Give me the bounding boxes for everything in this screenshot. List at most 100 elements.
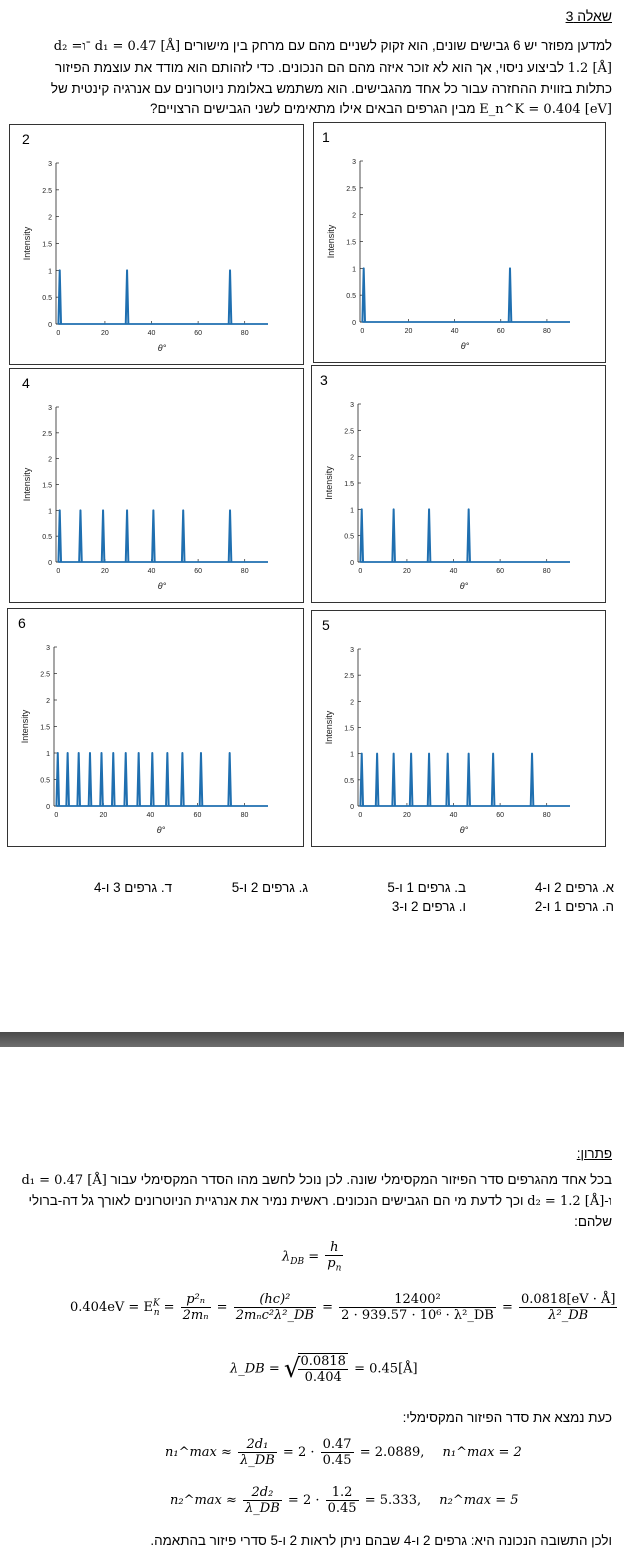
y-tick-label: 2 (350, 699, 354, 706)
option-a[interactable]: א. גרפים 2 ו-4 (534, 880, 614, 895)
eq-rhs: = 2.0889, (359, 1445, 425, 1460)
intensity-peak (227, 269, 233, 325)
x-tick-label: 0 (358, 568, 362, 575)
x-tick-label: 60 (497, 328, 505, 335)
eq-numerator: 2d₂ (243, 1485, 282, 1501)
y-tick-label: 1.5 (40, 725, 50, 732)
y-tick-label: 2 (48, 457, 52, 464)
solution-line-1: בכל אחד מהגרפים סדר הפיזור המקסימלי שונה… (12, 1172, 612, 1188)
eq-lhs: n₁^max ≈ (165, 1445, 232, 1460)
y-tick-label: 0.5 (346, 293, 356, 300)
intensity-peak (57, 269, 63, 325)
x-tick-label: 20 (101, 330, 109, 337)
intensity-peak (391, 508, 396, 563)
intensity-peak (100, 509, 106, 563)
y-axis-label: Intensity (324, 710, 334, 744)
y-tick-label: 2 (48, 215, 52, 222)
y-tick-label: 0.5 (344, 778, 354, 785)
x-tick-label: 40 (148, 330, 156, 337)
intensity-chart-6: 0 0.5 1 1.5 2 2.5 3 0 20 40 60 80 θ° Intensity (20, 645, 268, 835)
question-line-4-text: מבין הגרפים הבאים אילו מתאימים לשני הגבי… (150, 101, 476, 116)
eq-lhs: λ_DB = (230, 1361, 280, 1377)
equation-n2-max: n₂^max ≈ 2d₂ λ_DB = 2 · 1.2 0.45 = 5.333, … (170, 1485, 519, 1516)
y-tick-label: 3 (48, 405, 52, 412)
intensity-peak (55, 752, 61, 807)
y-axis-label: Intensity (326, 224, 336, 258)
x-tick-label: 40 (451, 328, 459, 335)
intensity-peak (361, 267, 366, 323)
question-line-2-text: לביצוע ניסוי, אך הוא לא זוכר איזה מהם הם… (54, 60, 564, 75)
graph-panel-6: 6 0 0.5 1 1.5 2 2.5 3 0 20 40 60 80 θ° Intensity (7, 608, 304, 847)
x-axis-label: θ° (460, 581, 469, 591)
intensity-peak (359, 752, 365, 807)
intensity-peak (466, 752, 471, 807)
graph-number: 3 (320, 372, 328, 388)
y-tick-label: 0.5 (42, 295, 52, 302)
intensity-peak (165, 752, 170, 807)
question-line-4: E_n^K = 0.404 [eV] מבין הגרפים הבאים איל… (12, 101, 612, 117)
eq-numerator: h (325, 1240, 344, 1256)
eq-denominator: 2mₙ (182, 1308, 209, 1323)
graph-panel-5: 5 0 0.5 1 1.5 2 2.5 3 0 20 40 60 80 θ° Intensity (311, 610, 606, 847)
solution-title: פתרון: (576, 1146, 612, 1161)
y-tick-label: 2.5 (344, 673, 354, 680)
intensity-peak (227, 752, 232, 807)
solution-line-3: שלהם: (574, 1214, 612, 1229)
x-tick-label: 0 (56, 330, 60, 337)
x-axis-label: θ° (158, 581, 167, 591)
intensity-peak (151, 509, 156, 563)
eq-mid: = 2 · (287, 1493, 320, 1508)
intensity-peak (57, 509, 63, 563)
intensity-peak (136, 752, 141, 807)
solution-line-2-text: וכך לדעת מי הם הגבישים הנכונים. ראשית נמ… (28, 1193, 524, 1208)
x-tick-label: 80 (543, 568, 551, 575)
eq-denominator: 0.45 (327, 1501, 357, 1516)
y-tick-label: 0 (350, 560, 354, 567)
eq-denominator: 2mₙc²λ²_DB (235, 1308, 314, 1323)
intensity-peak (391, 752, 396, 807)
graph-number: 4 (22, 375, 30, 391)
option-e[interactable]: ה. גרפים 1 ו-2 (534, 899, 614, 914)
question-line-2: 1.2 [Å] לביצוע ניסוי, אך הוא לא זוכר איז… (12, 60, 612, 76)
x-axis-label: θ° (460, 825, 469, 835)
intensity-chart-2: 0 0.5 1 1.5 2 2.5 3 0 20 40 60 80 θ° Intensity (22, 161, 268, 353)
option-b[interactable]: ב. גרפים 1 ו-5 (387, 880, 466, 895)
intensity-peak (123, 752, 129, 807)
eq-result: n₁^max = 2 (442, 1445, 522, 1460)
x-tick-label: 60 (496, 812, 504, 819)
y-tick-label: 3 (350, 402, 354, 409)
x-tick-label: 60 (194, 330, 202, 337)
y-tick-label: 2.5 (42, 431, 52, 438)
intensity-peak (445, 752, 450, 807)
y-axis-label: Intensity (324, 466, 334, 500)
intensity-peak (408, 752, 414, 807)
x-tick-label: 80 (543, 812, 551, 819)
eq-lhs: n₂^max ≈ (170, 1493, 237, 1508)
question-title: שאלה 3 (565, 8, 612, 24)
graph-panel-3: 3 0 0.5 1 1.5 2 2.5 3 0 20 40 60 80 θ° Intensity (311, 365, 606, 603)
eq-subscript: n (335, 1263, 342, 1274)
question-line-1-math: d₂ =־ו d₁ = 0.47 [Å] (53, 39, 181, 54)
eq-subscript: n (153, 1307, 160, 1318)
x-tick-label: 60 (496, 568, 504, 575)
intensity-peak (99, 752, 104, 807)
x-tick-label: 20 (403, 812, 411, 819)
question-line-3: כתלות בזווית ההחזרה עבור כל אחד מהגבישים… (50, 81, 612, 96)
intensity-chart-3: 0 0.5 1 1.5 2 2.5 3 0 20 40 60 80 θ° Intensity (324, 402, 570, 591)
solution-line-4: כעת נמצא את סדר הפיזור המקסימלי: (402, 1410, 612, 1425)
y-tick-label: 0 (46, 804, 50, 811)
eq-lhs: 0.404eV = E (70, 1300, 153, 1315)
y-tick-label: 1.5 (42, 242, 52, 249)
intensity-peak (76, 752, 81, 807)
x-axis-label: θ° (158, 343, 167, 353)
x-axis-label: θ° (461, 341, 470, 351)
y-tick-label: 2.5 (42, 188, 52, 195)
eq-numerator: (hc)² (233, 1292, 316, 1308)
option-d[interactable]: ד. גרפים 3 ו-4 (93, 880, 172, 895)
x-axis-label: θ° (157, 825, 166, 835)
question-line-1: למדען מפוזר יש 6 גבישים שונים, הוא זקוק … (12, 38, 612, 54)
option-f[interactable]: ו. גרפים 2 ו-3 (391, 899, 466, 914)
y-tick-label: 2.5 (344, 428, 354, 435)
option-c[interactable]: ג. גרפים 2 ו-5 (231, 880, 308, 895)
eq-denominator: 2 · 939.57 · 10⁶ · λ²_DB (341, 1308, 494, 1323)
